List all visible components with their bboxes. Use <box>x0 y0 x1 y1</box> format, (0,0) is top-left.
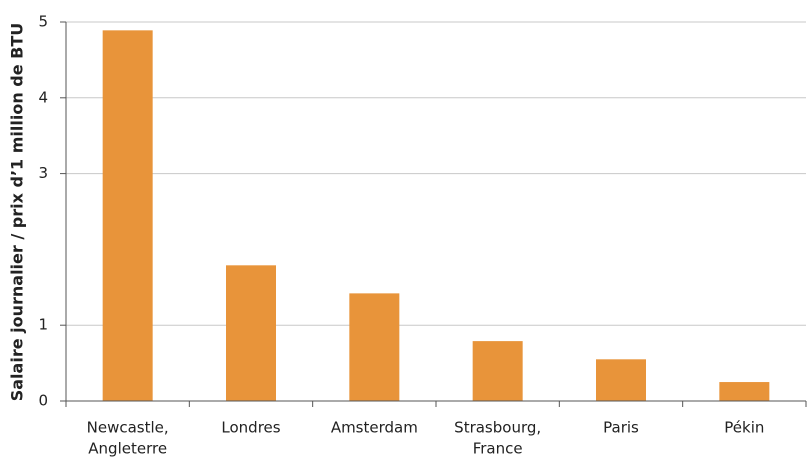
x-tick-label: Londres <box>221 419 280 437</box>
bar <box>102 30 153 401</box>
x-tick-label: France <box>473 440 523 458</box>
bar <box>349 293 400 401</box>
x-tick-label: Angleterre <box>88 440 167 458</box>
bar <box>596 359 646 401</box>
y-tick-label: 3 <box>38 164 48 182</box>
bar <box>472 341 523 401</box>
y-tick-label: 1 <box>38 316 48 334</box>
y-tick-label: 5 <box>38 13 48 31</box>
x-tick-label: Pékin <box>724 419 764 437</box>
x-tick-label: Newcastle, <box>87 419 169 437</box>
bar <box>719 382 770 401</box>
bar <box>226 265 276 401</box>
y-tick-label: 4 <box>38 88 48 106</box>
y-axis-label: Salaire journalier / prix d’1 million de… <box>8 23 27 402</box>
x-tick-label: Strasbourg, <box>454 419 541 437</box>
y-tick-label: 0 <box>38 392 48 410</box>
x-tick-label: Amsterdam <box>331 419 418 437</box>
x-tick-label: Paris <box>603 419 639 437</box>
